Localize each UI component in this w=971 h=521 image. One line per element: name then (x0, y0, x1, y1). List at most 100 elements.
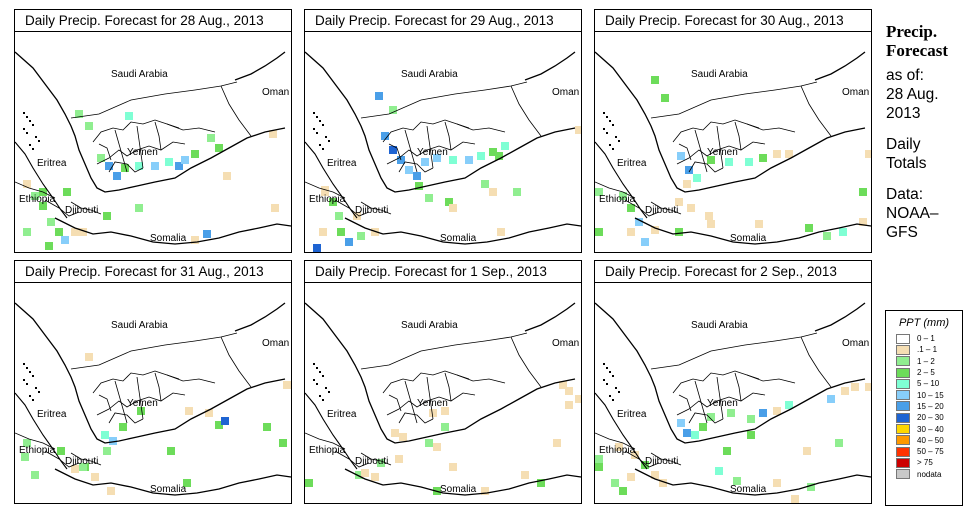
precip-cell (595, 188, 603, 196)
precip-cell (725, 158, 733, 166)
island-mark (32, 375, 34, 377)
precip-cell (151, 162, 159, 170)
precip-cell (405, 166, 413, 174)
country-label: Eritrea (327, 409, 357, 420)
island-mark (32, 399, 34, 401)
island-mark (38, 140, 40, 142)
island-mark (26, 383, 28, 385)
legend-item: 30 – 40 (886, 423, 962, 435)
totals-line1: Daily (886, 136, 921, 153)
admin-border (404, 380, 418, 424)
precip-cell (353, 212, 361, 220)
precip-cell (119, 423, 127, 431)
island-mark (319, 120, 321, 122)
forecast-panel-30-aug: Daily Precip. Forecast for 30 Aug., 2013… (594, 9, 872, 253)
island-mark (325, 387, 327, 389)
island-mark (606, 116, 608, 118)
precip-cell (747, 431, 755, 439)
panel-title: Daily Precip. Forecast for 30 Aug., 2013 (595, 10, 871, 32)
coastline (814, 51, 866, 81)
map-svg: Saudi Arabia Oman Yemen Eritrea Ethiopia Djib… (305, 302, 581, 496)
precip-cell (595, 455, 603, 463)
precip-cell (661, 94, 669, 102)
admin-border (334, 199, 370, 217)
country-label: Oman (842, 338, 869, 349)
legend-swatch (896, 424, 910, 435)
precip-cell (79, 463, 87, 471)
precip-cell (279, 439, 287, 447)
island-mark (603, 379, 605, 381)
country-label: Yemen (707, 398, 738, 409)
precip-cell (101, 431, 109, 439)
precip-cell (191, 150, 199, 158)
country-label: Eritrea (327, 158, 357, 169)
precip-cell (835, 439, 843, 447)
island-mark (32, 148, 34, 150)
precip-cell (21, 453, 29, 461)
admin-border (444, 121, 452, 151)
coastline (595, 141, 648, 219)
island-mark (38, 391, 40, 393)
precip-cell (611, 479, 619, 487)
admin-border (595, 181, 636, 199)
precip-cell (755, 220, 763, 228)
precip-cell (165, 158, 173, 166)
island-mark (609, 371, 611, 373)
precip-cell (627, 228, 635, 236)
legend-swatch (896, 435, 910, 446)
precip-cell (103, 447, 111, 455)
island-mark (316, 116, 318, 118)
precip-cell (481, 180, 489, 188)
legend-label: 20 – 30 (917, 413, 944, 423)
country-label: Oman (842, 87, 869, 98)
island-mark (29, 144, 31, 146)
admin-border (510, 85, 542, 137)
precip-cell (449, 204, 457, 212)
precip-cell (693, 174, 701, 182)
legend-swatch (896, 344, 910, 355)
country-label: Ethiopia (309, 445, 346, 456)
precip-cell (399, 433, 407, 441)
precip-cell (827, 395, 835, 403)
precip-cell (207, 134, 215, 142)
admin-border (398, 161, 434, 173)
island-mark (313, 128, 315, 130)
precip-cell (859, 188, 867, 196)
admin-border (305, 432, 346, 450)
precip-cell (513, 188, 521, 196)
island-mark (313, 363, 315, 365)
country-label: Oman (552, 338, 579, 349)
precip-cell (167, 447, 175, 455)
precip-cell (203, 230, 211, 238)
precip-cell (329, 198, 337, 206)
island-mark (35, 136, 37, 138)
country-label: Eritrea (37, 409, 67, 420)
island-mark (325, 136, 327, 138)
admin-border (108, 412, 144, 424)
legend-item: 5 – 10 (886, 378, 962, 389)
precip-cell (841, 387, 849, 395)
country-label: Somalia (150, 484, 187, 495)
precip-cell (687, 204, 695, 212)
country-label: Ethiopia (599, 194, 636, 205)
admin-border (444, 372, 452, 402)
admin-border (92, 119, 180, 143)
legend-label: 5 – 10 (917, 379, 940, 389)
legend-item: 20 – 30 (886, 412, 962, 423)
precip-cell (627, 473, 635, 481)
island-mark (609, 144, 611, 146)
country-label: Djibouti (645, 456, 678, 467)
coastline (595, 302, 866, 444)
admin-border (800, 336, 832, 388)
precip-cell (677, 152, 685, 160)
admin-border (388, 394, 402, 412)
precip-cell (685, 166, 693, 174)
admin-border (166, 123, 216, 133)
admin-border (70, 81, 238, 119)
admin-border (114, 129, 128, 173)
country-label: Saudi Arabia (691, 69, 748, 80)
admin-border (166, 374, 216, 384)
precip-cell (321, 188, 329, 196)
island-mark (609, 120, 611, 122)
